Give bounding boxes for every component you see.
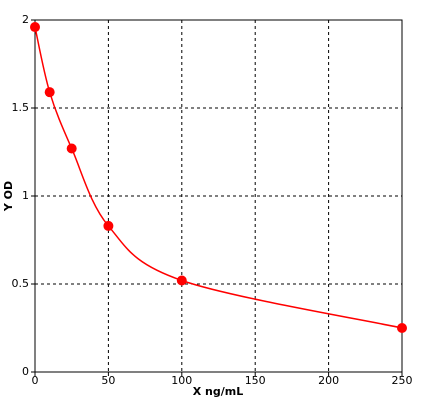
y-tick-label: 0.5 [12, 277, 30, 290]
data-point [176, 275, 187, 286]
x-tick-label: 250 [392, 374, 413, 387]
x-tick-label: 200 [318, 374, 339, 387]
x-tick-label: 150 [245, 374, 266, 387]
plot-frame [34, 19, 403, 373]
data-point [397, 323, 407, 333]
y-tick-label: 1.5 [12, 101, 30, 114]
data-point [30, 22, 40, 33]
x-tick-label: 100 [171, 374, 192, 387]
x-tick-label: 50 [101, 374, 115, 387]
y-axis-label: Y OD [2, 181, 15, 212]
data-point [44, 87, 55, 98]
data-point [66, 143, 77, 154]
y-tick-label: 2 [22, 13, 29, 26]
x-tick-label: 0 [32, 374, 39, 387]
data-point [103, 220, 114, 231]
y-tick-label: 1 [22, 189, 29, 202]
x-axis-label: X ng/mL [193, 385, 244, 398]
y-tick-label: 0 [22, 365, 29, 378]
